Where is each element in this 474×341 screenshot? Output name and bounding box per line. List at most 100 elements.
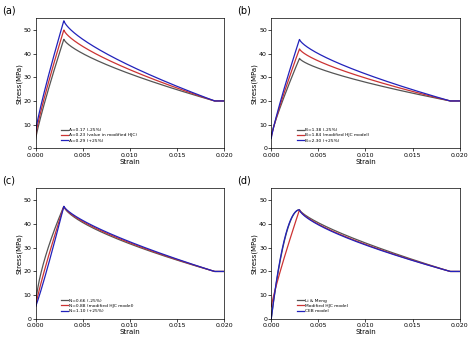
CEB model xyxy=(280,244,286,249)
A=0.23 (value in modified HJC) xyxy=(221,99,227,103)
N=1.10 (+25%) xyxy=(33,304,38,308)
A=0.17 (-25%) xyxy=(147,79,153,83)
Line: CEB model: CEB model xyxy=(271,210,460,319)
B=2.30 (+25%) xyxy=(280,91,286,95)
N=0.66 (-25%) xyxy=(176,258,182,263)
X-axis label: Strain: Strain xyxy=(119,329,140,336)
Li & Meng xyxy=(389,250,394,254)
A=0.29 (+25%) xyxy=(33,129,38,133)
B=1.84 (modified HJC model) xyxy=(457,99,463,103)
Li & Meng xyxy=(296,208,302,212)
N=0.66 (-25%) xyxy=(195,265,201,269)
N=1.10 (+25%) xyxy=(61,204,67,208)
CEB model xyxy=(296,208,302,212)
N=1.10 (+25%) xyxy=(176,258,182,262)
N=1.10 (+25%) xyxy=(221,269,227,273)
B=1.84 (modified HJC model) xyxy=(378,80,384,85)
B=1.38 (-25%) xyxy=(268,133,274,137)
Li & Meng xyxy=(457,269,463,273)
Modified HJC model xyxy=(297,208,302,212)
N=0.66 (-25%) xyxy=(61,205,67,209)
Legend: N=0.66 (-25%), N=0.88 (modified HJC model), N=1.10 (+25%): N=0.66 (-25%), N=0.88 (modified HJC mode… xyxy=(61,298,135,314)
A=0.23 (value in modified HJC) xyxy=(147,76,153,80)
N=1.10 (+25%) xyxy=(45,267,50,271)
Modified HJC model xyxy=(383,250,389,254)
A=0.17 (-25%) xyxy=(142,77,148,81)
N=0.88 (modified HJC model) xyxy=(153,250,159,254)
Line: N=1.10 (+25%): N=1.10 (+25%) xyxy=(36,206,224,306)
CEB model xyxy=(389,252,394,256)
Li & Meng xyxy=(280,246,286,250)
A=0.29 (+25%) xyxy=(61,19,67,23)
A=0.29 (+25%) xyxy=(45,79,50,83)
N=0.88 (modified HJC model) xyxy=(45,259,50,263)
A=0.29 (+25%) xyxy=(142,71,148,75)
N=0.88 (modified HJC model) xyxy=(142,247,148,251)
B=1.84 (modified HJC model) xyxy=(389,84,394,88)
B=1.38 (-25%) xyxy=(457,99,463,103)
Line: Modified HJC model: Modified HJC model xyxy=(271,210,460,307)
B=2.30 (+25%) xyxy=(457,99,463,103)
Li & Meng xyxy=(431,264,437,268)
B=1.84 (modified HJC model) xyxy=(383,82,389,86)
A=0.29 (+25%) xyxy=(176,85,182,89)
A=0.23 (value in modified HJC) xyxy=(33,133,38,137)
Y-axis label: Stress(MPa): Stress(MPa) xyxy=(16,63,22,104)
B=1.84 (modified HJC model) xyxy=(411,90,417,94)
N=1.10 (+25%) xyxy=(195,264,201,268)
Line: B=1.84 (modified HJC model): B=1.84 (modified HJC model) xyxy=(271,49,460,137)
N=0.88 (modified HJC model) xyxy=(195,264,201,268)
A=0.29 (+25%) xyxy=(221,99,227,103)
CEB model xyxy=(457,269,463,273)
A=0.23 (value in modified HJC) xyxy=(61,28,67,32)
N=0.88 (modified HJC model) xyxy=(221,269,227,273)
N=0.88 (modified HJC model) xyxy=(176,258,182,262)
Modified HJC model xyxy=(457,269,463,273)
N=0.66 (-25%) xyxy=(33,304,38,308)
B=2.30 (+25%) xyxy=(431,94,437,98)
B=1.84 (modified HJC model) xyxy=(280,95,286,99)
B=1.38 (-25%) xyxy=(411,91,417,95)
A=0.17 (-25%) xyxy=(221,99,227,103)
CEB model xyxy=(431,265,437,269)
Text: (c): (c) xyxy=(2,176,15,186)
X-axis label: Strain: Strain xyxy=(119,159,140,165)
B=1.38 (-25%) xyxy=(280,98,286,102)
B=1.84 (modified HJC model) xyxy=(268,135,274,139)
A=0.17 (-25%) xyxy=(61,37,67,41)
Line: Li & Meng: Li & Meng xyxy=(271,210,460,319)
Text: (a): (a) xyxy=(2,5,15,15)
B=2.30 (+25%) xyxy=(297,38,302,42)
B=2.30 (+25%) xyxy=(378,77,384,81)
N=0.66 (-25%) xyxy=(142,248,148,252)
Text: (b): (b) xyxy=(237,5,251,15)
A=0.17 (-25%) xyxy=(195,94,201,98)
Text: (d): (d) xyxy=(237,176,251,186)
A=0.17 (-25%) xyxy=(33,137,38,141)
Line: A=0.29 (+25%): A=0.29 (+25%) xyxy=(36,21,224,131)
N=0.66 (-25%) xyxy=(221,269,227,273)
Li & Meng xyxy=(383,248,389,252)
N=0.66 (-25%) xyxy=(147,249,153,253)
CEB model xyxy=(383,250,389,254)
Y-axis label: Stress(MPa): Stress(MPa) xyxy=(251,233,258,274)
A=0.23 (value in modified HJC) xyxy=(195,93,201,98)
Modified HJC model xyxy=(411,259,417,263)
N=1.10 (+25%) xyxy=(142,246,148,250)
Line: N=0.66 (-25%): N=0.66 (-25%) xyxy=(36,207,224,306)
N=0.66 (-25%) xyxy=(45,249,50,253)
Modified HJC model xyxy=(431,265,437,269)
Y-axis label: Stress(MPa): Stress(MPa) xyxy=(251,63,258,104)
Legend: B=1.38 (-25%), B=1.84 (modified HJC model), B=2.30 (+25%): B=1.38 (-25%), B=1.84 (modified HJC mode… xyxy=(296,127,370,144)
X-axis label: Strain: Strain xyxy=(355,159,376,165)
N=0.88 (modified HJC model) xyxy=(147,248,153,252)
Legend: A=0.17 (-25%), A=0.23 (value in modified HJC), A=0.29 (+25%): A=0.17 (-25%), A=0.23 (value in modified… xyxy=(61,127,138,144)
A=0.17 (-25%) xyxy=(176,88,182,92)
N=0.88 (modified HJC model) xyxy=(61,204,67,208)
Y-axis label: Stress(MPa): Stress(MPa) xyxy=(16,233,22,274)
Line: A=0.17 (-25%): A=0.17 (-25%) xyxy=(36,39,224,139)
B=2.30 (+25%) xyxy=(383,79,389,83)
Modified HJC model xyxy=(268,305,274,309)
N=0.88 (modified HJC model) xyxy=(33,304,38,308)
Line: B=2.30 (+25%): B=2.30 (+25%) xyxy=(271,40,460,138)
